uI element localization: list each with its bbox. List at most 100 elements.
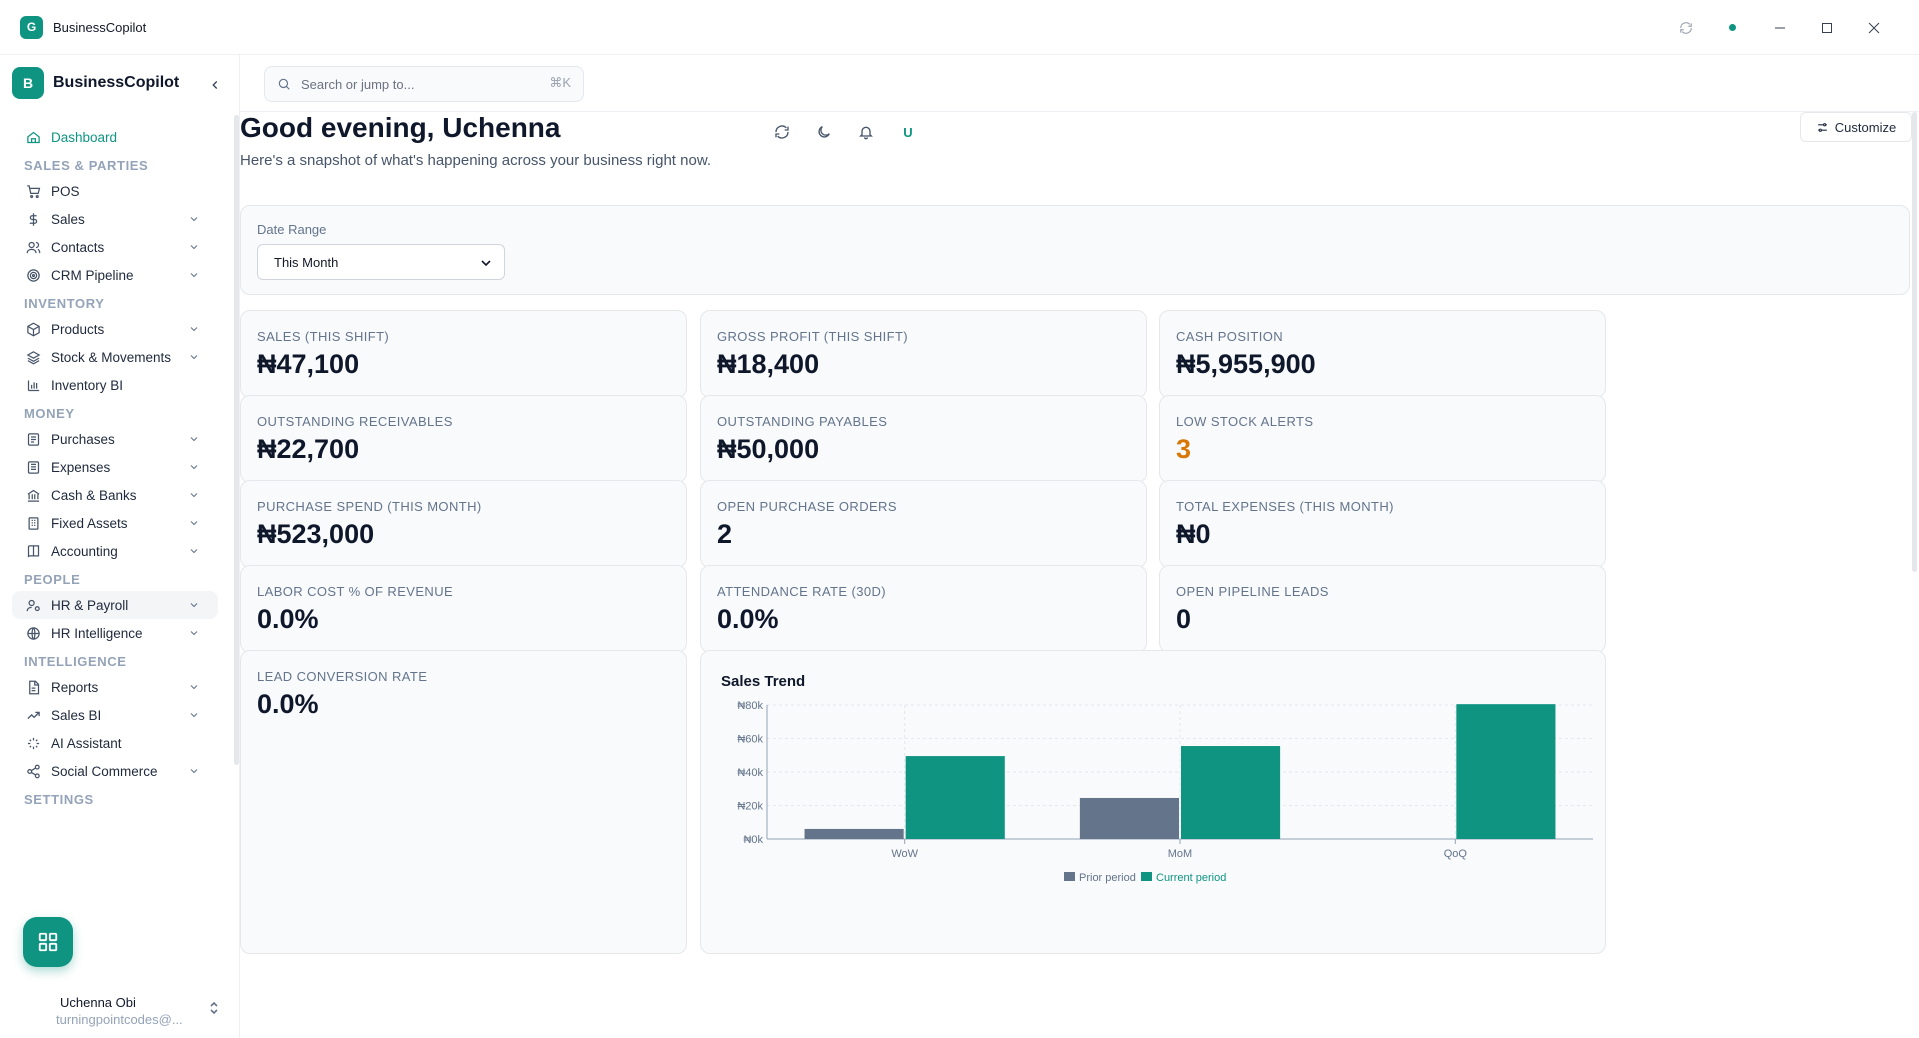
sidebar-item-crm-pipeline[interactable]: CRM Pipeline bbox=[0, 261, 236, 289]
chevron-down-icon bbox=[481, 260, 491, 267]
kpi-value: 0 bbox=[1176, 604, 1192, 634]
sidebar-item-pos[interactable]: POS bbox=[0, 177, 236, 205]
kpi-card-outstanding-payables: OUTSTANDING PAYABLES ₦50,000 bbox=[700, 395, 1147, 483]
sidebar-item-dashboard[interactable]: Dashboard bbox=[0, 123, 236, 151]
sidebar-item-hr-payroll[interactable]: HR & Payroll bbox=[12, 591, 218, 619]
sidebar-item-label: Purchases bbox=[51, 431, 115, 447]
trend-icon bbox=[24, 706, 42, 724]
kpi-card-cash-position: CASH POSITION ₦5,955,900 bbox=[1159, 310, 1606, 398]
kpi-card-attendance-rate-30d: ATTENDANCE RATE (30D) 0.0% bbox=[700, 565, 1147, 653]
chevron-down-icon[interactable] bbox=[186, 267, 202, 283]
header-actions: U bbox=[770, 120, 920, 144]
apps-grid-button[interactable] bbox=[23, 917, 73, 967]
chevron-down-icon[interactable] bbox=[186, 239, 202, 255]
sidebar-item-label: Cash & Banks bbox=[51, 487, 137, 503]
sidebar-item-contacts[interactable]: Contacts bbox=[0, 233, 236, 261]
sales-trend-chart: ₦0k ₦20k ₦40k ₦60k ₦80k WoW MoM QoQ Prior period… bbox=[737, 700, 1593, 884]
date-range-label: Date Range bbox=[257, 222, 327, 237]
nav-section-intelligence: INTELLIGENCE bbox=[24, 654, 127, 669]
sidebar-item-label: CRM Pipeline bbox=[51, 267, 134, 283]
legend-swatch bbox=[1064, 872, 1075, 881]
kpi-value: ₦22,700 bbox=[257, 434, 360, 464]
bell-icon[interactable] bbox=[854, 120, 878, 144]
sidebar-item-cash-banks[interactable]: Cash & Banks bbox=[0, 481, 236, 509]
nav-section-inventory: INVENTORY bbox=[24, 296, 105, 311]
chevron-down-icon[interactable] bbox=[186, 707, 202, 723]
kpi-card-open-pipeline-leads: OPEN PIPELINE LEADS 0 bbox=[1159, 565, 1606, 653]
target-icon bbox=[24, 266, 42, 284]
y-tick-label: ₦20k bbox=[737, 801, 763, 813]
sidebar-item-label: Reports bbox=[51, 679, 99, 695]
sidebar-item-label: Products bbox=[51, 321, 105, 337]
sidebar-item-label: Sales bbox=[51, 211, 85, 227]
sync-icon[interactable] bbox=[1662, 0, 1709, 55]
main-content: Good evening, Uchenna Here's a snapshot … bbox=[240, 112, 1919, 1038]
search-input[interactable]: Search or jump to... ⌘K bbox=[264, 66, 584, 102]
sidebar-item-hr-intelligence[interactable]: HR Intelligence bbox=[0, 619, 236, 647]
kpi-label: CASH POSITION bbox=[1176, 329, 1284, 344]
kpi-card-open-purchase-orders: OPEN PURCHASE ORDERS 2 bbox=[700, 480, 1147, 568]
kpi-value: 0.0% bbox=[257, 604, 319, 634]
chevron-down-icon[interactable] bbox=[186, 543, 202, 559]
sidebar-item-label: Dashboard bbox=[51, 129, 118, 145]
moon-icon[interactable] bbox=[812, 120, 836, 144]
sidebar-item-inventory-bi[interactable]: Inventory BI bbox=[0, 371, 236, 399]
bank-icon bbox=[24, 486, 42, 504]
main-scrollbar[interactable] bbox=[1912, 112, 1917, 572]
chevrons-up-down-icon[interactable] bbox=[206, 997, 222, 1019]
maximize-icon[interactable] bbox=[1803, 0, 1850, 55]
avatar[interactable]: U bbox=[903, 124, 913, 140]
sidebar-item-sales-bi[interactable]: Sales BI bbox=[0, 701, 236, 729]
date-range-select[interactable]: This Month bbox=[257, 244, 505, 280]
chevron-down-icon[interactable] bbox=[186, 487, 202, 503]
kpi-label: OPEN PURCHASE ORDERS bbox=[717, 499, 897, 514]
dollar-icon bbox=[24, 210, 42, 228]
sliders-icon bbox=[1817, 122, 1827, 132]
kpi-card-low-stock-alerts: LOW STOCK ALERTS 3 bbox=[1159, 395, 1606, 483]
chevron-down-icon[interactable] bbox=[186, 597, 202, 613]
close-icon[interactable] bbox=[1850, 0, 1897, 55]
sidebar-item-reports[interactable]: Reports bbox=[0, 673, 236, 701]
chevron-down-icon[interactable] bbox=[186, 679, 202, 695]
kpi-value: ₦5,955,900 bbox=[1176, 349, 1316, 379]
kpi-label: SALES (THIS SHIFT) bbox=[257, 329, 390, 344]
share-icon bbox=[24, 762, 42, 780]
sidebar-item-expenses[interactable]: Expenses bbox=[0, 453, 236, 481]
minimize-icon[interactable] bbox=[1756, 0, 1803, 55]
sidebar-item-label: Contacts bbox=[51, 239, 105, 255]
user-name: Uchenna Obi bbox=[60, 995, 136, 1010]
sidebar-item-stock-movements[interactable]: Stock & Movements bbox=[0, 343, 236, 371]
window-controls bbox=[1662, 0, 1897, 55]
chevron-down-icon[interactable] bbox=[186, 349, 202, 365]
kpi-value: ₦523,000 bbox=[257, 519, 375, 549]
x-tick-label: QoQ bbox=[1444, 848, 1468, 860]
sidebar-item-label: Inventory BI bbox=[51, 377, 124, 393]
chevron-down-icon[interactable] bbox=[186, 431, 202, 447]
sidebar-item-ai-assistant[interactable]: AI Assistant bbox=[0, 729, 236, 757]
chevron-down-icon[interactable] bbox=[186, 321, 202, 337]
sidebar-item-fixed-assets[interactable]: Fixed Assets bbox=[0, 509, 236, 537]
sidebar-scrollbar[interactable] bbox=[234, 115, 239, 765]
chevron-down-icon[interactable] bbox=[186, 625, 202, 641]
sidebar-item-products[interactable]: Products bbox=[0, 315, 236, 343]
sidebar-item-accounting[interactable]: Accounting bbox=[0, 537, 236, 565]
kpi-label: LABOR COST % OF REVENUE bbox=[257, 584, 454, 599]
sidebar-item-label: AI Assistant bbox=[51, 735, 122, 751]
sidebar-item-sales[interactable]: Sales bbox=[0, 205, 236, 233]
chevron-down-icon[interactable] bbox=[186, 211, 202, 227]
refresh-icon[interactable] bbox=[770, 120, 794, 144]
bar-prior-period-mom bbox=[1079, 797, 1179, 839]
sidebar-item-purchases[interactable]: Purchases bbox=[0, 425, 236, 453]
collapse-sidebar-icon[interactable] bbox=[205, 75, 225, 95]
chevron-down-icon[interactable] bbox=[186, 459, 202, 475]
customize-button[interactable]: Customize bbox=[1800, 112, 1912, 142]
sidebar-item-social-commerce[interactable]: Social Commerce bbox=[0, 757, 236, 785]
chevron-down-icon[interactable] bbox=[186, 763, 202, 779]
kpi-label: TOTAL EXPENSES (THIS MONTH) bbox=[1176, 499, 1394, 514]
sidebar: B BusinessCopilot Dashboard SALES & PARTI… bbox=[0, 55, 240, 1038]
search-placeholder: Search or jump to... bbox=[301, 76, 415, 92]
sidebar-item-label: Fixed Assets bbox=[51, 515, 128, 531]
brand[interactable]: B BusinessCopilot bbox=[12, 67, 179, 99]
user-profile[interactable]: Uchenna Obi turningpointcodes@... bbox=[0, 973, 236, 1038]
chevron-down-icon[interactable] bbox=[186, 515, 202, 531]
